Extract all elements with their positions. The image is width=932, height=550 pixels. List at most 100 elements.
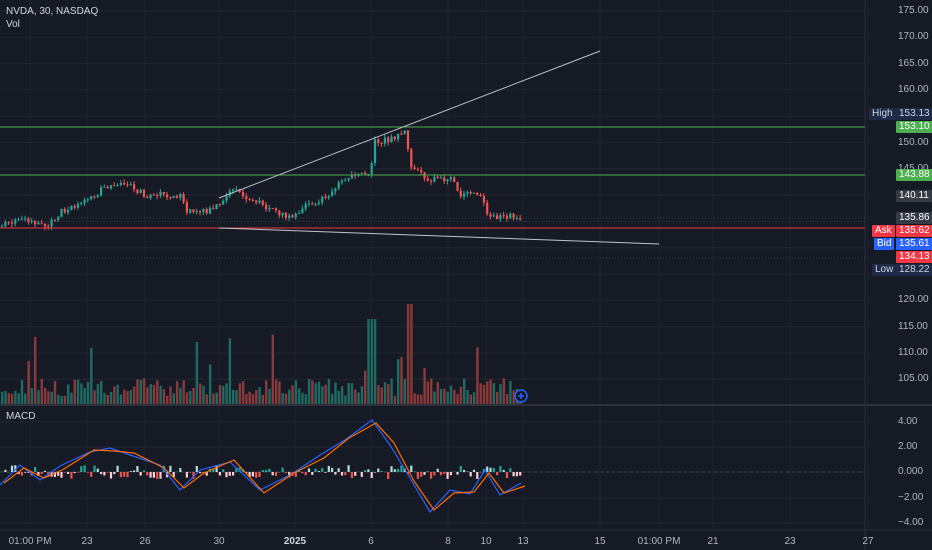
macd-hist-bar: [109, 472, 113, 479]
plus-circle-icon[interactable]: [514, 389, 528, 403]
macd-hist-bar: [489, 467, 492, 472]
macd-hist-bar: [331, 467, 334, 472]
macd-hist-bar: [212, 468, 215, 472]
volume-bar: [100, 381, 103, 404]
candle-body: [80, 203, 83, 205]
macd-hist-bar: [258, 472, 261, 477]
volume-bar: [453, 389, 456, 404]
macd-hist-bar: [238, 467, 241, 472]
macd-tick-label: −4.00: [898, 517, 924, 528]
macd-hist-bar: [463, 469, 466, 472]
time-tick-label: 6: [368, 536, 374, 547]
candle-body: [189, 209, 192, 213]
candle-body: [489, 214, 492, 217]
volume-bar: [416, 394, 420, 404]
candle-body: [278, 210, 281, 216]
candle-body: [406, 130, 410, 150]
candle-body: [291, 215, 294, 218]
macd-label[interactable]: MACD: [6, 411, 36, 422]
macd-hist-bar: [301, 472, 304, 474]
macd-hist-bar: [515, 472, 518, 477]
macd-hist-bar: [93, 465, 96, 472]
candle-body: [502, 215, 505, 217]
macd-tick-label: −2.00: [898, 492, 924, 503]
volume-bar: [390, 378, 393, 404]
time-tick-label: 23: [81, 536, 93, 547]
macd-hist-bar: [129, 471, 132, 472]
macd-hist-bar: [446, 472, 449, 479]
candle-body: [17, 219, 20, 221]
macd-hist-bar: [20, 472, 23, 476]
volume-bar: [129, 389, 133, 404]
candle-body: [67, 210, 70, 213]
time-tick-label: 8: [445, 536, 451, 547]
volume-label[interactable]: Vol: [6, 19, 20, 30]
volume-bar: [96, 384, 100, 404]
macd-hist-bar: [298, 470, 301, 472]
candle-body: [456, 182, 459, 191]
volume-bar: [331, 393, 334, 404]
volume-bar: [314, 383, 317, 404]
candle-body: [400, 133, 403, 135]
symbol-title[interactable]: NVDA, 30, NASDAQ: [6, 6, 99, 17]
volume-bar: [354, 389, 357, 404]
macd-hist-bar: [400, 465, 403, 472]
candle-body: [496, 215, 499, 220]
candle-body: [449, 177, 452, 180]
macd-hist-bar: [169, 465, 172, 472]
macd-hist-bar: [410, 465, 413, 472]
volume-bar: [238, 383, 241, 404]
macd-hist-bar: [439, 472, 443, 476]
volume-bar: [159, 385, 162, 404]
macd-hist-bar: [436, 468, 439, 472]
macd-hist-bar: [274, 472, 278, 477]
volume-bar: [311, 380, 314, 404]
candle-body: [327, 196, 330, 199]
volume-bar: [232, 389, 235, 404]
signal-line: [3, 422, 526, 511]
volume-bar: [169, 386, 172, 404]
macd-hist-bar: [449, 472, 452, 476]
macd-hist-bar: [469, 472, 472, 477]
macd-hist-bar: [459, 465, 462, 472]
candle-body: [96, 195, 99, 198]
time-tick-label: 26: [139, 536, 151, 547]
candle-body: [93, 196, 96, 198]
macd-hist-bar: [472, 469, 476, 472]
volume-bar: [307, 379, 311, 404]
macd-hist-bar: [347, 465, 350, 472]
candle-body: [113, 185, 116, 187]
candle-body: [271, 208, 274, 210]
candle-body: [463, 193, 466, 197]
candle-body: [222, 200, 225, 205]
macd-hist-bar: [57, 472, 60, 476]
low-label-tag: Low: [872, 264, 897, 276]
candle-body: [37, 222, 40, 225]
volume-bar: [258, 386, 261, 404]
candle-body: [57, 216, 60, 221]
volume-bar: [146, 387, 149, 404]
volume-bar: [509, 381, 512, 404]
volume-bar: [301, 392, 304, 404]
macd-hist-bar: [235, 467, 238, 472]
candle-body: [334, 188, 337, 192]
candle-body: [63, 208, 66, 213]
macd-hist-bar: [311, 472, 314, 475]
macd-hist-bar: [103, 472, 106, 476]
volume-bar: [7, 393, 10, 404]
candle-body: [479, 195, 482, 197]
volume-bar: [261, 394, 265, 404]
macd-hist-bar: [86, 472, 89, 473]
volume-bar: [109, 391, 113, 404]
lower-trendline: [218, 227, 660, 245]
macd-hist-bar: [113, 472, 116, 475]
macd-hist-bar: [430, 472, 433, 479]
volume-bar: [123, 389, 126, 404]
ask-value-tag: 135.62: [896, 225, 932, 237]
candle-body: [215, 204, 218, 210]
candle-body: [380, 143, 383, 145]
candle-body: [426, 178, 429, 181]
candle-body: [116, 184, 119, 186]
macd-hist-bar: [172, 472, 175, 478]
